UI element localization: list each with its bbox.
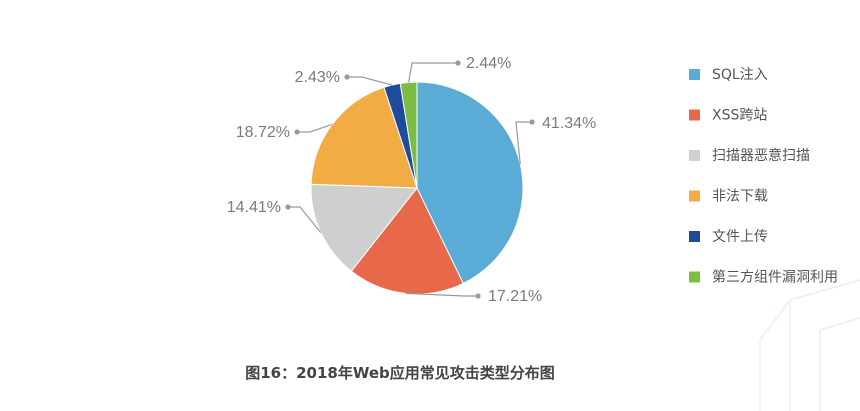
leader-line-illegal-download <box>297 123 333 133</box>
background-decoration <box>759 279 860 411</box>
data-label-third-party: 2.44% <box>466 55 511 72</box>
legend-label-sql-injection: SQL注入 <box>712 67 768 83</box>
leader-line-sql-injection <box>515 121 532 165</box>
leader-dot-xss <box>475 293 481 299</box>
leader-line-third-party <box>408 62 458 83</box>
pie-labels: 41.34% 17.21% 14.41% 18.72% 2.43% 2.44% <box>227 55 597 305</box>
leader-line-xss <box>405 292 478 297</box>
pie-slice-third-party <box>399 81 418 189</box>
legend-swatch-scanner <box>689 150 700 161</box>
pie-slices <box>310 81 524 295</box>
legend-label-illegal-download: 非法下载 <box>712 189 768 205</box>
leader-dot-illegal-download <box>294 129 300 135</box>
leader-line-scanner <box>288 206 322 233</box>
chart-caption: 图16：2018年Web应用常见攻击类型分布图 <box>245 364 555 382</box>
legend-swatch-sql-injection <box>689 69 700 80</box>
legend-label-scanner: 扫描器恶意扫描 <box>712 147 810 164</box>
legend-swatch-file-upload <box>689 231 700 242</box>
data-label-scanner: 14.41% <box>227 199 281 216</box>
leader-dot-scanner <box>285 204 291 210</box>
data-label-file-upload: 2.43% <box>295 69 340 86</box>
legend-label-xss: XSS跨站 <box>712 108 767 124</box>
legend-label-third-party: 第三方组件漏洞利用 <box>712 269 838 286</box>
legend-swatch-illegal-download <box>689 190 700 202</box>
data-label-illegal-download: 18.72% <box>236 124 290 141</box>
legend-swatch-third-party <box>689 271 700 283</box>
leader-dot-third-party <box>455 60 461 66</box>
leader-line-file-upload <box>347 76 393 86</box>
data-label-sql-injection: 41.34% <box>542 115 596 132</box>
leader-dot-sql-injection <box>529 119 535 125</box>
legend-label-file-upload: 文件上传 <box>712 229 768 245</box>
legend-swatch-xss <box>689 109 700 121</box>
leader-dot-file-upload <box>344 74 350 80</box>
data-label-xss: 17.21% <box>488 288 542 305</box>
